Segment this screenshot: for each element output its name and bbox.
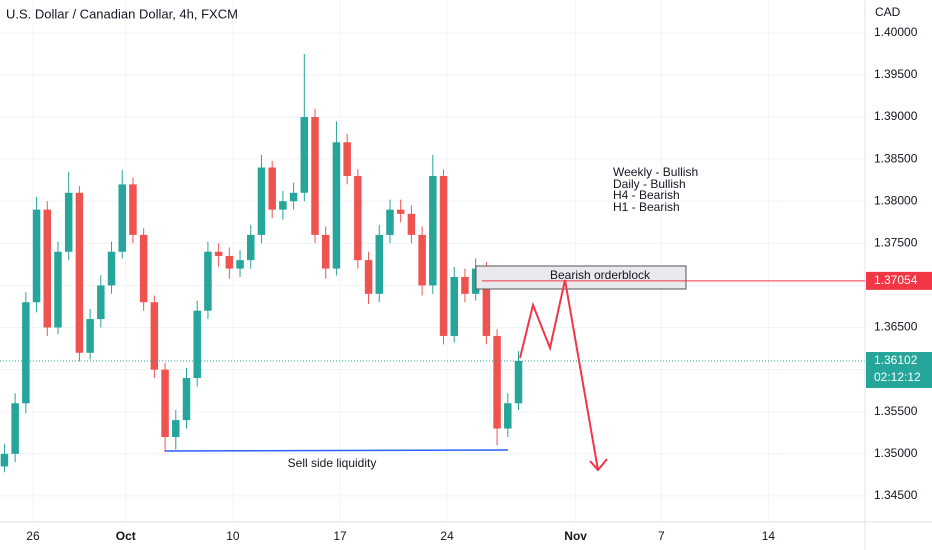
- candle-body: [107, 251, 116, 286]
- candles: [0, 53, 865, 473]
- candle-body: [118, 184, 126, 252]
- candle-body: [257, 167, 266, 235]
- x-tick-label: 14: [762, 529, 776, 543]
- last-price-label: 1.36102: [874, 353, 918, 367]
- y-tick-label: 1.39500: [874, 67, 918, 81]
- y-tick-label: 1.40000: [874, 25, 918, 39]
- x-axis-bg: [0, 522, 932, 550]
- candle-body: [86, 319, 94, 353]
- candle-body: [139, 234, 148, 303]
- candle-body: [461, 276, 469, 294]
- candle-body: [32, 209, 41, 303]
- candle-body: [429, 175, 437, 286]
- candle-body: [439, 175, 448, 336]
- candle-body: [396, 209, 405, 214]
- y-tick-label: 1.37500: [874, 235, 918, 249]
- bias-label: H4 - Bearish: [613, 188, 680, 202]
- candle-body: [482, 268, 491, 336]
- orderblock-box: [475, 265, 687, 290]
- candle-body: [161, 369, 169, 437]
- candle-body: [225, 255, 234, 269]
- candle-body: [450, 276, 458, 336]
- marked-price-label: 1.37054: [874, 273, 918, 287]
- candle-body: [0, 453, 9, 467]
- liquidity-line: [164, 449, 509, 452]
- y-tick-label: 1.34500: [874, 488, 918, 502]
- y-tick-label: 1.35000: [874, 446, 918, 460]
- candle-body: [11, 403, 19, 454]
- candle-body: [300, 117, 309, 193]
- bias-label: Weekly - Bullish: [613, 165, 698, 179]
- y-tick-label: 1.38000: [874, 193, 918, 207]
- x-tick-label: 17: [333, 529, 347, 543]
- x-tick-label: 24: [440, 529, 454, 543]
- candle-body: [54, 251, 62, 328]
- candle-body: [193, 310, 201, 379]
- countdown-label: 02:12:12: [874, 370, 921, 384]
- bias-label: Daily - Bullish: [613, 177, 686, 191]
- candle-body: [97, 285, 105, 320]
- candle-body: [150, 302, 159, 370]
- candle-body: [129, 184, 137, 235]
- drawings: Bearish orderblock Sell side liquidity W…: [164, 165, 698, 472]
- last-price-box: [866, 352, 932, 389]
- candle-body: [268, 167, 276, 210]
- projection-path: [519, 279, 599, 471]
- candle-body: [493, 335, 501, 429]
- x-tick-label: Nov: [564, 529, 587, 543]
- candle-body: [332, 142, 341, 269]
- y-tick-label: 1.38500: [874, 151, 918, 165]
- y-tick-label: 1.39000: [874, 109, 918, 123]
- x-tick-label: 26: [26, 529, 40, 543]
- candle-body: [418, 234, 426, 286]
- bias-label: H1 - Bearish: [613, 200, 680, 214]
- x-tick-label: Oct: [116, 529, 136, 543]
- candle-body: [289, 192, 298, 202]
- candle-body: [182, 378, 191, 421]
- candle-body: [236, 260, 244, 269]
- chart-title: U.S. Dollar / Canadian Dollar, 4h, FXCM: [6, 6, 238, 21]
- candle-body: [386, 209, 394, 235]
- candle-body: [43, 209, 52, 328]
- candle-body: [321, 234, 330, 269]
- candle-body: [407, 213, 416, 235]
- candle-body: [364, 260, 373, 294]
- candle-body: [375, 234, 384, 294]
- candle-body: [504, 403, 512, 429]
- liquidity-label: Sell side liquidity: [288, 456, 377, 470]
- candle-body: [214, 251, 223, 256]
- y-tick-label: 1.35500: [874, 404, 918, 418]
- candle-body: [64, 192, 73, 252]
- marked-price-box: [866, 271, 932, 290]
- candle-body: [204, 251, 212, 311]
- candle-body: [22, 302, 30, 404]
- x-tick-label: 10: [226, 529, 240, 543]
- currency-label: CAD: [875, 5, 901, 19]
- orderblock-label: Bearish orderblock: [550, 268, 651, 282]
- candle-body: [311, 117, 319, 235]
- candle-body: [279, 201, 287, 210]
- candle-body: [75, 192, 84, 353]
- x-tick-label: 7: [658, 529, 665, 543]
- y-tick-label: 1.36500: [874, 320, 918, 334]
- candle-body: [247, 234, 255, 261]
- candle-body: [172, 420, 180, 437]
- candle-body: [514, 361, 523, 404]
- projection-arrow: [589, 458, 608, 472]
- candle-body: [343, 142, 351, 176]
- candle-body: [354, 175, 362, 261]
